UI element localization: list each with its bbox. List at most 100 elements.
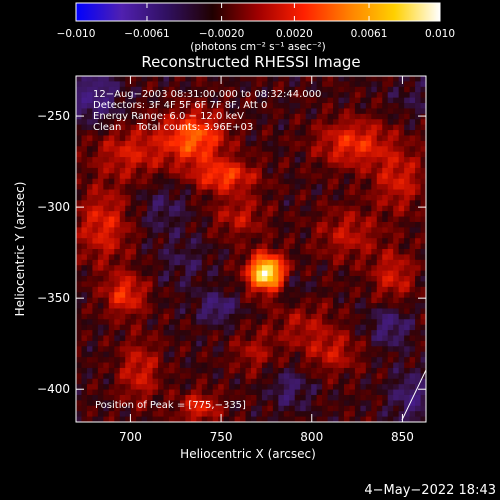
- heatmap-cell: [201, 135, 208, 142]
- heatmap-cell: [218, 373, 225, 380]
- heatmap-cell: [300, 335, 307, 342]
- heatmap-cell: [343, 373, 351, 380]
- heatmap-cell: [147, 389, 154, 396]
- heatmap-cell: [398, 140, 405, 147]
- heatmap-cell: [365, 378, 372, 385]
- heatmap-cell: [371, 362, 378, 369]
- heatmap-cell: [415, 249, 422, 256]
- heatmap-cell: [409, 319, 416, 326]
- heatmap-cell: [376, 76, 383, 83]
- heatmap-cell: [360, 357, 367, 364]
- heatmap-cell: [168, 297, 176, 304]
- heatmap-cell: [300, 389, 307, 396]
- heatmap-cell: [201, 367, 208, 374]
- heatmap-cell: [387, 357, 394, 364]
- heatmap-cell: [179, 108, 186, 115]
- heatmap-cell: [354, 173, 361, 180]
- heatmap-cell: [415, 389, 422, 396]
- heatmap-cell: [141, 108, 148, 115]
- heatmap-cell: [163, 378, 170, 385]
- heatmap-cell: [311, 384, 318, 391]
- heatmap-cell: [261, 167, 269, 174]
- heatmap-cell: [256, 173, 263, 180]
- heatmap-cell: [327, 81, 334, 88]
- heatmap-cell: [300, 243, 307, 250]
- heatmap-cell: [201, 319, 208, 326]
- heatmap-cell: [278, 86, 285, 93]
- heatmap-cell: [147, 178, 154, 185]
- heatmap-cell: [158, 330, 165, 337]
- heatmap-cell: [289, 205, 296, 212]
- heatmap-cell: [415, 211, 422, 218]
- heatmap-cell: [136, 167, 143, 174]
- heatmap-cell: [261, 330, 269, 337]
- heatmap-cell: [261, 81, 269, 88]
- heatmap-cell: [387, 184, 394, 191]
- heatmap-cell: [343, 292, 351, 299]
- heatmap-cell: [398, 335, 405, 342]
- heatmap-cell: [108, 221, 115, 228]
- heatmap-cell: [130, 281, 137, 288]
- heatmap-cell: [174, 373, 181, 380]
- heatmap-cell: [311, 108, 318, 115]
- heatmap-cell: [108, 373, 115, 380]
- heatmap-cell: [163, 119, 170, 126]
- heatmap-cell: [322, 400, 329, 407]
- heatmap-cell: [168, 394, 176, 401]
- heatmap-cell: [218, 281, 225, 288]
- heatmap-cell: [343, 173, 351, 180]
- heatmap-cell: [174, 335, 181, 342]
- heatmap-image: [76, 76, 426, 422]
- heatmap-cell: [125, 97, 132, 104]
- heatmap-cell: [376, 270, 383, 277]
- heatmap-cell: [240, 216, 247, 223]
- heatmap-cell: [141, 367, 148, 374]
- heatmap-cell: [190, 211, 197, 218]
- heatmap-cell: [316, 140, 323, 147]
- heatmap-cell: [387, 351, 394, 358]
- heatmap-cell: [376, 286, 383, 293]
- heatmap-cell: [267, 151, 274, 158]
- heatmap-cell: [136, 281, 143, 288]
- heatmap-cell: [327, 130, 334, 137]
- heatmap-cell: [174, 270, 181, 277]
- heatmap-cell: [261, 281, 269, 288]
- heatmap-cell: [261, 357, 269, 364]
- heatmap-cell: [267, 113, 274, 120]
- heatmap-cell: [212, 351, 219, 358]
- heatmap-cell: [240, 194, 247, 201]
- heatmap-cell: [136, 270, 143, 277]
- heatmap-cell: [327, 227, 334, 234]
- heatmap-cell: [272, 270, 279, 277]
- heatmap-cell: [387, 384, 394, 391]
- heatmap-cell: [212, 259, 219, 266]
- heatmap-cell: [333, 151, 340, 158]
- heatmap-cell: [387, 394, 394, 401]
- heatmap-cell: [349, 335, 356, 342]
- heatmap-cell: [354, 276, 361, 283]
- heatmap-cell: [229, 189, 236, 196]
- heatmap-cell: [349, 227, 356, 234]
- heatmap-cell: [179, 276, 186, 283]
- heatmap-cell: [322, 351, 329, 358]
- heatmap-cell: [163, 357, 170, 364]
- heatmap-cell: [86, 130, 94, 137]
- heatmap-cell: [245, 173, 252, 180]
- heatmap-cell: [349, 346, 356, 353]
- heatmap-cell: [327, 243, 334, 250]
- heatmap-cell: [316, 362, 323, 369]
- heatmap-cell: [86, 313, 94, 320]
- heatmap-cell: [97, 221, 104, 228]
- heatmap-cell: [125, 146, 132, 153]
- heatmap-cell: [256, 119, 263, 126]
- heatmap-cell: [327, 330, 334, 337]
- heatmap-cell: [130, 130, 137, 137]
- heatmap-cell: [240, 411, 247, 418]
- heatmap-cell: [371, 130, 378, 137]
- heatmap-cell: [387, 113, 394, 120]
- heatmap-cell: [152, 140, 159, 147]
- heatmap-cell: [398, 81, 405, 88]
- heatmap-cell: [382, 86, 389, 93]
- heatmap-cell: [415, 340, 422, 347]
- heatmap-cell: [338, 292, 345, 299]
